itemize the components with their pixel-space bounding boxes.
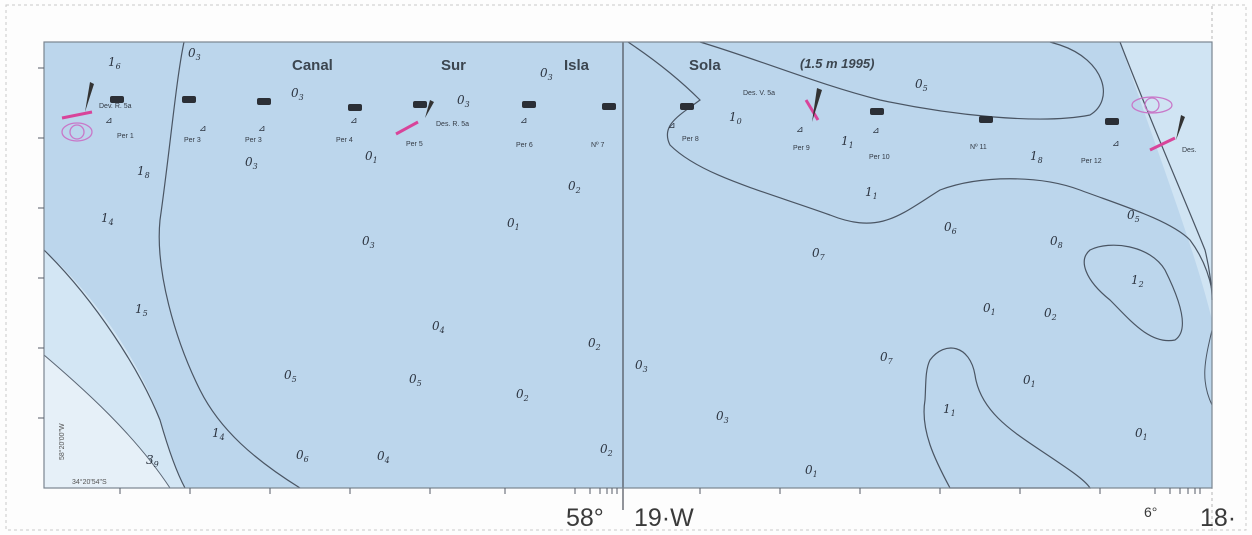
marker-label-center: Des. R. 5a [436,121,469,128]
pier-label-12: Per 12 [1081,158,1102,165]
axis-label-19w: 19·W [634,504,694,532]
contour-line-shore [43,249,186,489]
marker-label-far-east: Des. [1182,147,1196,154]
contour-edge-right [1204,329,1213,406]
pier-label-6: Per 6 [516,142,533,149]
contour-shoal-south [923,347,1092,489]
svg-text:⊿: ⊿ [258,124,266,134]
buoy-mark-center [395,100,434,136]
contour-shoal-east [1083,244,1183,342]
marker-label-east: Des. V. 5a [743,90,775,97]
contour-line-west [158,41,301,489]
axis-label-18: 18· [1200,504,1236,532]
buoy-mark-east [804,88,822,122]
axis-label-58: 58° [566,504,604,532]
svg-text:⊿: ⊿ [520,116,528,126]
place-name-sola: Sola [689,57,721,74]
sheet-border [5,4,1247,531]
pier-label-3: Per 3 [245,137,262,144]
buoy-mark-west [61,82,94,142]
place-name-isla: Isla [564,57,590,74]
svg-text:⊿: ⊿ [199,124,207,134]
pier-label-8: Per 8 [682,136,699,143]
mooring-symbols: ⊿ ⊿ ⊿ ⊿ ⊿ ⊿ ⊿ ⊿ ⊿ [105,116,1120,149]
pier-label-11: Nº 11 [970,144,987,151]
graticule-ticks [38,67,1201,494]
svg-text:⊿: ⊿ [1112,139,1120,149]
contour-line-east [627,41,1213,291]
chart-frame [43,41,1213,489]
pier-label-10: Per 10 [869,154,890,161]
water-area [44,42,1212,488]
pier-label-5: Per 5 [406,141,423,148]
buoy-mark-far-east [1131,96,1185,152]
chart-note: (1.5 m 1995) [800,56,874,71]
pier-label-9: Per 9 [793,145,810,152]
left-coordinate-label: 58°20'00"W [58,423,66,460]
svg-text:⊿: ⊿ [796,125,804,135]
pier-label-2: Per 3 [184,137,201,144]
axis-label-6: 6° [1144,504,1157,520]
place-name-sur: Sur [441,57,466,74]
contour-line-coast [1119,41,1213,301]
svg-text:⊿: ⊿ [668,121,676,131]
pier-label-1: Per 1 [117,133,134,140]
bottom-coordinate-label: 34°20'54"S [72,478,107,486]
svg-text:⊿: ⊿ [872,126,880,136]
place-name-canal: Canal [292,57,333,74]
marker-label-west: Dev. R. 5a [99,103,132,110]
pier-label-7: Nº 7 [591,142,605,149]
contour-line-northeast [699,41,1104,120]
pier-markers [110,96,1119,125]
svg-text:⊿: ⊿ [105,116,113,126]
pier-label-4: Per 4 [336,137,353,144]
svg-text:⊿: ⊿ [350,116,358,126]
shallow-zone-right [1120,42,1212,320]
shallow-zone-corner [44,355,170,488]
contour-line-corner [43,354,171,489]
